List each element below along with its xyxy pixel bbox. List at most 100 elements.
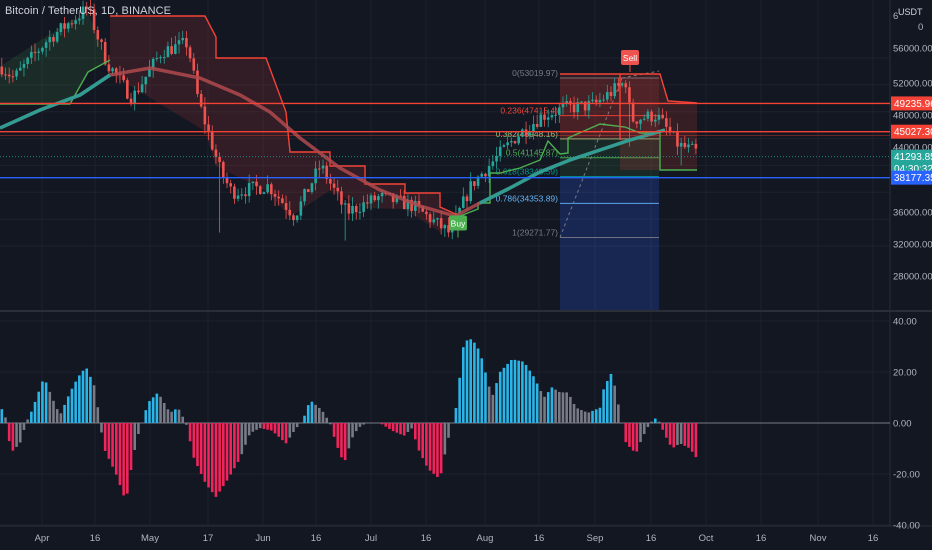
- oscillator-histogram: [0, 339, 698, 497]
- candle-body: [137, 90, 140, 93]
- candle-body: [609, 92, 613, 97]
- time-tick-label: 16: [646, 533, 657, 544]
- histogram-bar: [447, 423, 450, 438]
- histogram-bar: [81, 370, 85, 423]
- histogram-bar: [15, 423, 18, 447]
- histogram-bar: [569, 396, 572, 423]
- histogram-bar: [487, 386, 491, 423]
- histogram-bar: [55, 409, 59, 423]
- histogram-bar: [532, 376, 535, 423]
- candle-body: [155, 57, 159, 59]
- histogram-bar: [185, 423, 188, 425]
- candle-body: [185, 38, 188, 48]
- histogram-bar: [166, 409, 170, 423]
- histogram-bar: [162, 403, 166, 423]
- candle-body: [336, 187, 340, 192]
- histogram-bar: [258, 423, 262, 429]
- histogram-bar: [126, 423, 129, 494]
- candle-body: [369, 195, 373, 204]
- candle-body: [665, 118, 668, 127]
- price-tick-label: 56000.00: [893, 44, 932, 55]
- histogram-bar: [255, 423, 258, 430]
- oscillator-scale[interactable]: 40.00 20.00 0.00 -20.00 -40.00: [893, 317, 920, 532]
- sell-signal-label: Sell: [623, 53, 637, 63]
- candle-body: [325, 165, 328, 180]
- histogram-bar: [565, 392, 568, 423]
- histogram-bar: [410, 423, 413, 429]
- price-tag-label: 45027.30: [894, 127, 932, 138]
- histogram-bar: [613, 385, 616, 423]
- candle-body: [89, 8, 92, 10]
- candle-body: [380, 192, 384, 197]
- candle-body: [690, 143, 694, 145]
- time-tick-label: Sep: [587, 533, 604, 544]
- histogram-bar: [458, 377, 461, 423]
- candle-body: [236, 195, 240, 199]
- histogram-bar: [362, 423, 365, 425]
- histogram-bar: [144, 410, 148, 423]
- currency-unit-label[interactable]: USDT: [898, 8, 923, 17]
- time-tick-label: 16: [534, 533, 545, 544]
- histogram-bar: [229, 423, 233, 475]
- histogram-bar: [480, 358, 484, 423]
- candle-body: [417, 200, 421, 207]
- time-tick-label: Apr: [35, 533, 50, 544]
- histogram-bar: [273, 423, 277, 434]
- candle-body: [528, 132, 532, 136]
- candle-body: [188, 47, 192, 59]
- price-tick-label: 52000.00: [893, 79, 932, 90]
- price-tag-resistance: [891, 124, 932, 139]
- candle-body: [140, 84, 144, 93]
- candle-body: [480, 173, 484, 177]
- price-tag-resistance: [891, 96, 932, 111]
- histogram-bar: [679, 423, 683, 444]
- histogram-bar: [517, 360, 520, 423]
- histogram-bar: [63, 404, 66, 423]
- histogram-bar: [388, 423, 391, 430]
- candle-body: [251, 181, 255, 183]
- candle-body: [539, 114, 543, 127]
- histogram-bar: [188, 423, 192, 442]
- histogram-bar: [92, 385, 96, 423]
- histogram-bar: [502, 367, 506, 423]
- histogram-bar: [11, 423, 15, 451]
- histogram-bar: [509, 359, 513, 423]
- candle-body: [270, 184, 273, 194]
- candle-body: [620, 83, 624, 86]
- candle-body: [605, 92, 609, 100]
- candle-body: [587, 100, 591, 111]
- histogram-bar: [650, 421, 653, 423]
- histogram-bar: [421, 423, 424, 459]
- histogram-bar: [329, 423, 332, 425]
- histogram-bar: [591, 410, 594, 423]
- candle-body: [15, 70, 18, 77]
- histogram-bar: [266, 423, 269, 430]
- histogram-bar: [436, 423, 439, 477]
- histogram-bar: [495, 383, 498, 423]
- fibonacci-retracement[interactable]: 0(53019.97)0.236(47415.4)0.382(43948.16)…: [496, 68, 660, 310]
- time-tick-label: 16: [868, 533, 879, 544]
- histogram-bar: [177, 409, 181, 423]
- histogram-bar: [683, 423, 687, 446]
- candle-body: [498, 146, 502, 156]
- time-scale[interactable]: Apr 16 May 17 Jun 16 Jul 16 Aug 16 Sep 16 Oct 16 Nov 16: [35, 533, 879, 544]
- price-scale[interactable]: 56000.0052000.0048000.0044000.0040000.00…: [893, 11, 932, 283]
- histogram-bar: [580, 410, 583, 423]
- histogram-bar: [646, 423, 650, 428]
- fib-level-label: 0.786(34353.89): [496, 193, 559, 203]
- candle-body: [487, 166, 491, 177]
- histogram-bar: [332, 423, 336, 437]
- histogram-bar: [605, 381, 609, 423]
- histogram-bar: [89, 376, 92, 423]
- histogram-bar: [129, 423, 133, 471]
- time-tick-label: 16: [756, 533, 767, 544]
- histogram-bar: [443, 423, 447, 455]
- histogram-bar: [306, 405, 310, 423]
- candle-body: [631, 102, 635, 122]
- symbol-title[interactable]: Bitcoin / TetherUS, 1D, BINANCE: [5, 5, 172, 17]
- oscillator-tick-label: 40.00: [893, 317, 917, 328]
- candle-body: [524, 129, 528, 136]
- candle-body: [66, 23, 70, 29]
- histogram-bar: [210, 423, 214, 493]
